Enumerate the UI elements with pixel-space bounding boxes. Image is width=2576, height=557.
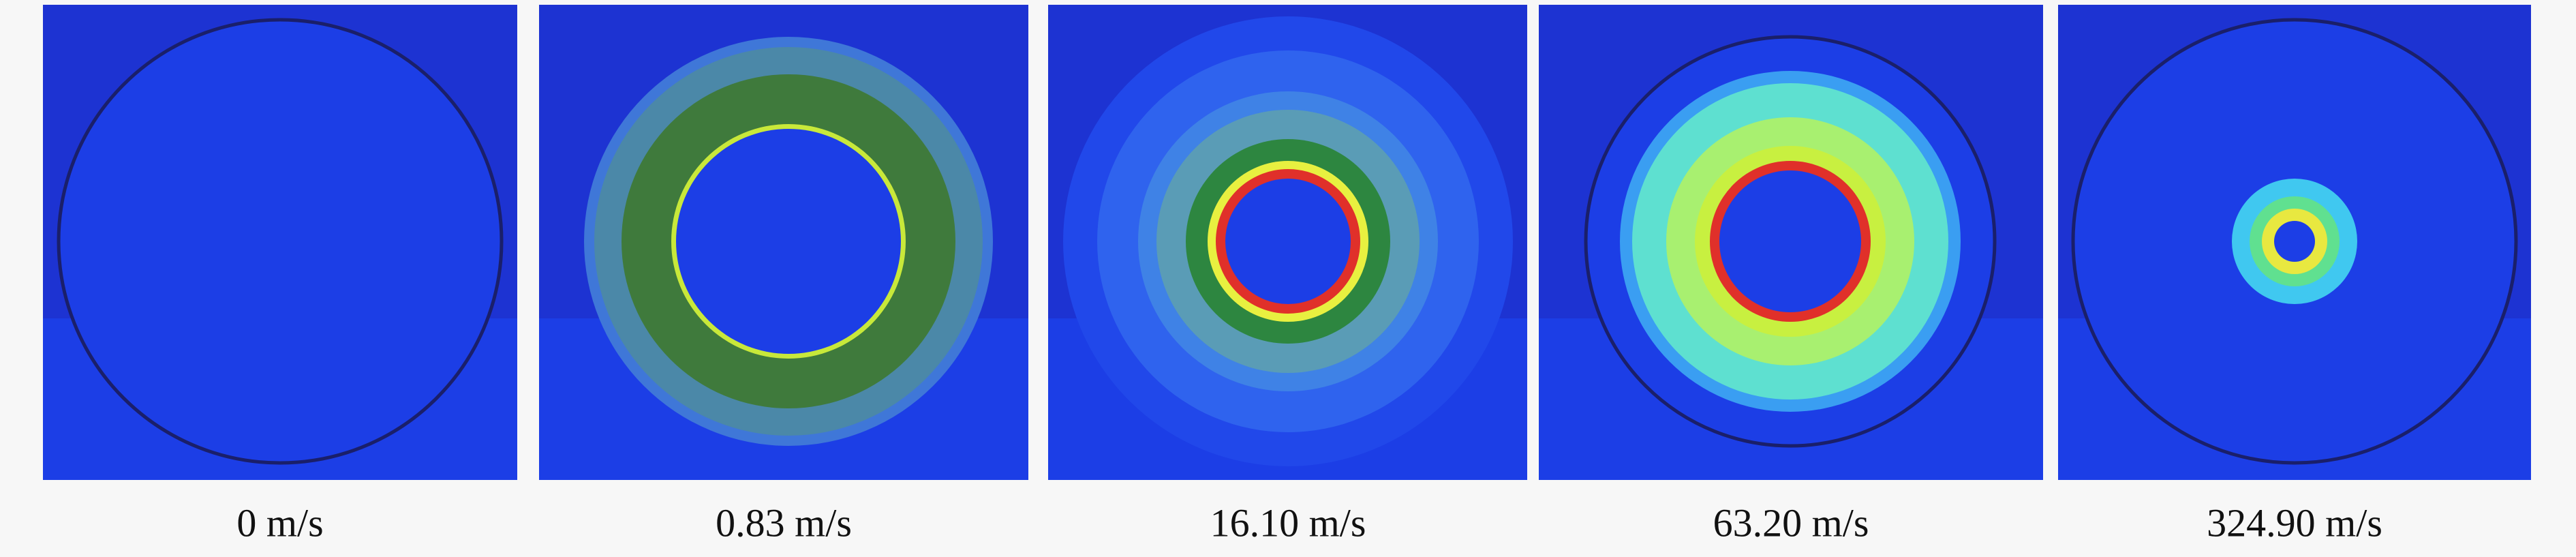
contour-ring (57, 18, 504, 465)
simulation-panel (1539, 5, 2043, 480)
contour-ring (676, 129, 901, 354)
caption: 0.83 m/s (716, 500, 852, 545)
simulation-panel (1048, 5, 1527, 480)
caption: 16.10 m/s (1210, 500, 1366, 545)
caption: 63.20 m/s (1713, 500, 1869, 545)
caption: 0 m/s (236, 500, 323, 545)
simulation-panel (43, 5, 517, 480)
contour-ring (1719, 170, 1861, 312)
caption: 324.90 m/s (2207, 500, 2382, 545)
contour-ring (1225, 179, 1351, 304)
contour-ring (2274, 221, 2315, 262)
simulation-panel (2058, 5, 2531, 480)
simulation-panel (539, 5, 1028, 480)
